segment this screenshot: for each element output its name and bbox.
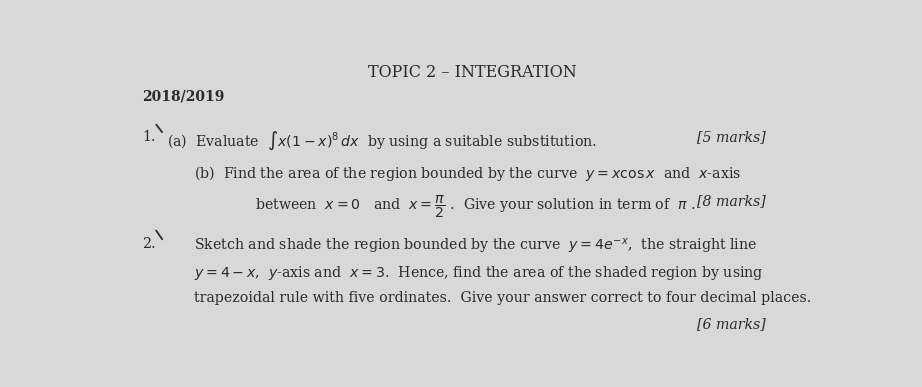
Text: [5 marks]: [5 marks] [697,130,765,144]
Text: TOPIC 2 – INTEGRATION: TOPIC 2 – INTEGRATION [368,64,577,81]
Text: 1.: 1. [142,130,156,144]
Text: between  $x = 0$   and  $x = \dfrac{\pi}{2}$ .  Give your solution in term of  $: between $x = 0$ and $x = \dfrac{\pi}{2}$… [254,194,695,220]
Text: [8 marks]: [8 marks] [697,194,765,208]
Text: Sketch and shade the region bounded by the curve  $y=4e^{-x}$,  the straight lin: Sketch and shade the region bounded by t… [194,237,757,256]
Text: (b)  Find the area of the region bounded by the curve  $y = x\cos x$  and  $x$-a: (b) Find the area of the region bounded … [194,164,741,183]
Text: [6 marks]: [6 marks] [697,318,765,332]
Text: trapezoidal rule with five ordinates.  Give your answer correct to four decimal : trapezoidal rule with five ordinates. Gi… [194,291,811,305]
Text: 2018/2019: 2018/2019 [142,90,225,104]
Text: (a)  Evaluate  $\int x(1-x)^8\,dx$  by using a suitable substitution.: (a) Evaluate $\int x(1-x)^8\,dx$ by usin… [167,130,597,152]
Text: $y = 4-x$,  $y$-axis and  $x = 3$.  Hence, find the area of the shaded region by: $y = 4-x$, $y$-axis and $x = 3$. Hence, … [194,264,763,282]
Text: 2.: 2. [142,237,156,251]
